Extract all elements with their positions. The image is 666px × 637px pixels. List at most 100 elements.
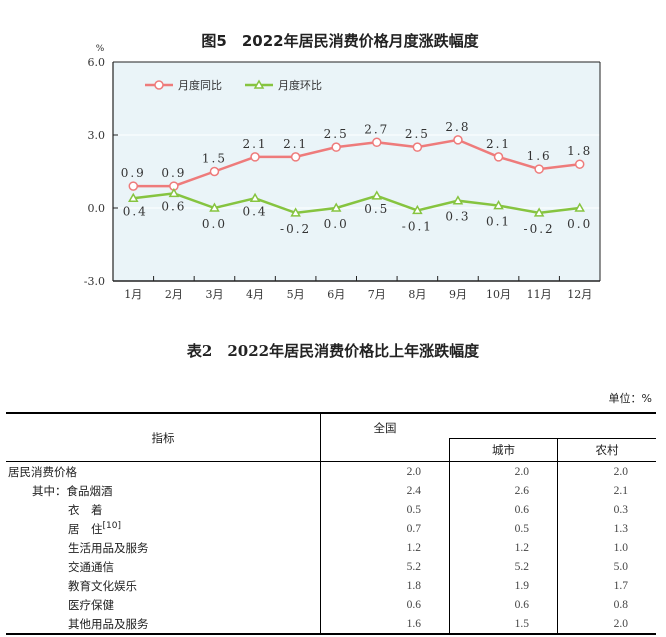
data-point xyxy=(331,142,341,152)
table-row: 交通通信 5.2 5.2 5.0 xyxy=(6,557,656,576)
y-tick-label: -3.0 xyxy=(84,275,105,288)
row-label: 其他用品及服务 xyxy=(6,614,321,634)
y-tick-label: 0.0 xyxy=(88,202,106,215)
x-tick-label: 12月 xyxy=(567,288,592,301)
header-national: 全国 xyxy=(320,413,450,462)
x-tick-label: 5月 xyxy=(287,288,305,301)
header-urban: 城市 xyxy=(449,438,558,462)
data-label: 2.5 xyxy=(324,127,349,141)
data-point xyxy=(128,181,139,191)
data-label: -0.2 xyxy=(524,222,555,236)
x-tick-label: 8月 xyxy=(408,288,426,301)
row-label: 交通通信 xyxy=(6,557,321,576)
cell-rural: 0.8 xyxy=(557,595,656,614)
data-label: 2.7 xyxy=(364,122,389,136)
legend-label: 月度环比 xyxy=(278,78,322,92)
cell-rural: 2.1 xyxy=(557,481,656,500)
cell-rural: 0.3 xyxy=(557,500,656,519)
cell-national: 1.2 xyxy=(320,538,450,557)
cell-rural: 2.0 xyxy=(557,461,656,481)
cell-urban: 5.2 xyxy=(449,557,558,576)
x-tick-label: 9月 xyxy=(449,288,467,301)
data-point xyxy=(452,195,464,205)
data-point xyxy=(209,166,220,177)
cell-urban: 1.2 xyxy=(449,538,558,557)
row-name: 交通通信 xyxy=(68,559,114,574)
data-point xyxy=(574,159,585,169)
data-label: 2.5 xyxy=(405,127,430,141)
row-label: 衣 着 xyxy=(6,500,321,519)
cell-urban: 1.5 xyxy=(449,614,558,634)
cell-urban: 1.9 xyxy=(449,576,558,595)
x-tick-label: 7月 xyxy=(368,288,386,301)
row-label: 生活用品及服务 xyxy=(6,538,321,557)
data-point xyxy=(533,207,545,217)
row-name: 居 住 xyxy=(68,521,103,536)
cell-rural: 1.0 xyxy=(557,538,656,557)
table-row: 其他用品及服务 1.6 1.5 2.0 xyxy=(6,614,656,634)
data-point xyxy=(249,192,261,203)
legend-label: 月度同比 xyxy=(178,78,222,92)
row-name: 医疗保健 xyxy=(68,597,114,612)
row-name: 居民消费价格 xyxy=(8,464,77,479)
data-point xyxy=(290,152,301,162)
cpi-table: 指标 全国 城市 农村 居民消费价格 2.0 2.0 2.0 其中：食品烟酒 2.4 2.6… xyxy=(6,412,656,635)
row-name: 生活用品及服务 xyxy=(68,540,149,555)
cell-rural: 1.7 xyxy=(557,576,656,595)
table-row: 衣 着 0.5 0.6 0.3 xyxy=(6,500,656,519)
row-name: 其他用品及服务 xyxy=(68,616,149,631)
data-label: 0.0 xyxy=(567,217,592,231)
cell-urban: 0.6 xyxy=(449,595,558,614)
data-label: 0.9 xyxy=(121,166,146,180)
x-tick-label: 2月 xyxy=(165,288,183,301)
footnote-ref: [10] xyxy=(102,520,121,531)
cell-national: 0.7 xyxy=(320,519,450,538)
chart-title: 图5 2022年居民消费价格月度涨跌幅度 xyxy=(201,32,479,50)
header-rural: 农村 xyxy=(557,438,656,462)
data-label: 1.6 xyxy=(527,149,552,163)
data-label: 0.4 xyxy=(242,204,267,218)
data-label: 0.6 xyxy=(161,199,186,213)
cell-national: 2.4 xyxy=(320,481,450,500)
data-label: 1.8 xyxy=(567,144,592,158)
data-point xyxy=(209,202,220,212)
x-tick-label: 10月 xyxy=(486,288,511,301)
data-label: 0.3 xyxy=(445,210,470,224)
cell-urban: 2.6 xyxy=(449,481,558,500)
data-point xyxy=(127,192,139,203)
data-label: 0.0 xyxy=(202,217,227,231)
data-point xyxy=(574,202,586,212)
data-label: 2.1 xyxy=(242,137,267,151)
cell-national: 5.2 xyxy=(320,557,450,576)
cell-national: 0.6 xyxy=(320,595,450,614)
cell-urban: 0.6 xyxy=(449,500,558,519)
series-line-0 xyxy=(133,138,580,188)
data-point xyxy=(493,152,504,162)
cell-rural: 1.3 xyxy=(557,519,656,538)
header-indicator: 指标 xyxy=(6,413,321,462)
legend-marker-circle-icon xyxy=(154,80,164,90)
data-point xyxy=(168,187,180,198)
table-row: 生活用品及服务 1.2 1.2 1.0 xyxy=(6,538,656,557)
y-tick-label: 3.0 xyxy=(88,129,106,142)
cell-national: 2.0 xyxy=(320,461,450,481)
cell-urban: 2.0 xyxy=(449,461,558,481)
x-tick-label: 1月 xyxy=(124,288,142,301)
data-label: 1.5 xyxy=(202,152,227,166)
data-point xyxy=(250,152,260,162)
data-point xyxy=(412,142,423,152)
data-point xyxy=(371,190,383,200)
data-point xyxy=(372,137,382,148)
data-label: 0.9 xyxy=(161,166,186,180)
legend-marker-triangle-icon xyxy=(253,79,265,89)
row-label: 居民消费价格 xyxy=(6,462,321,482)
row-name: 其中：食品烟酒 xyxy=(32,483,113,498)
line-chart: 图5 2022年居民消费价格月度涨跌幅度% 6.0 3.0 0.0 -3.0 1月 2月 3月… xyxy=(84,32,601,301)
data-point xyxy=(412,204,423,215)
row-label: 其中：食品烟酒 xyxy=(6,481,321,500)
data-point xyxy=(453,135,463,145)
row-name: 教育文化娱乐 xyxy=(68,578,137,593)
row-name: 衣 着 xyxy=(68,502,103,517)
row-label: 教育文化娱乐 xyxy=(6,576,321,595)
x-tick-label: 4月 xyxy=(246,288,264,301)
